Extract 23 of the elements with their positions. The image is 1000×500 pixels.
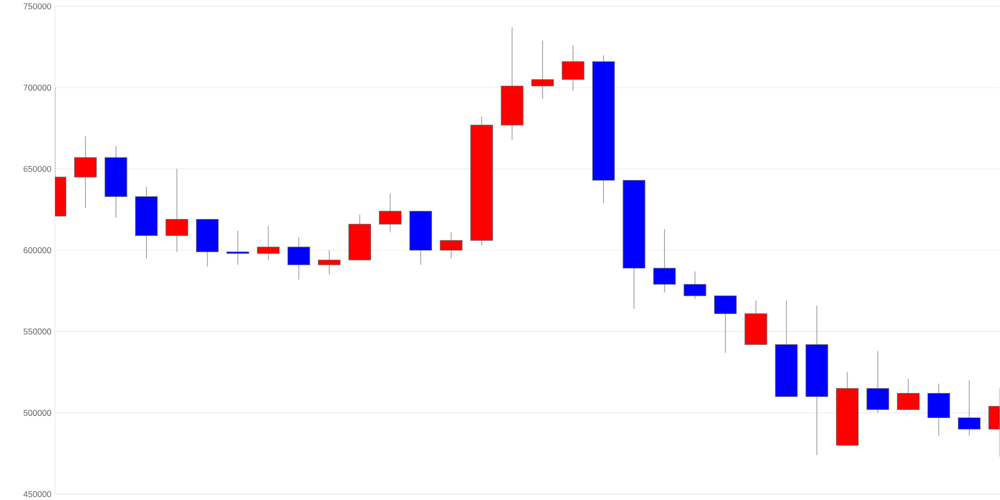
candlestick	[714, 295, 737, 353]
y-tick-label: 750000	[24, 3, 52, 10]
y-tick-label: 500000	[24, 410, 52, 416]
candlestick	[288, 236, 310, 280]
candlestick	[226, 230, 250, 266]
candlestick	[378, 192, 402, 233]
candlestick	[318, 250, 341, 275]
candlestick	[166, 168, 188, 252]
y-tick-label: 650000	[24, 166, 52, 172]
y-tick-label: 550000	[24, 328, 52, 334]
candlestick	[562, 44, 584, 92]
candlestick	[684, 270, 706, 300]
candlestick	[897, 378, 920, 410]
candlestick	[257, 225, 280, 260]
candlestick	[958, 380, 980, 436]
candlestick	[866, 350, 890, 414]
candlestick	[440, 232, 462, 259]
y-tick-label: 450000	[23, 490, 52, 497]
y-tick-label: 600000	[24, 247, 52, 253]
candlestick	[653, 228, 676, 293]
y-tick-label: 700000	[24, 84, 52, 90]
candlestick	[74, 136, 97, 208]
candlestick	[531, 40, 554, 100]
